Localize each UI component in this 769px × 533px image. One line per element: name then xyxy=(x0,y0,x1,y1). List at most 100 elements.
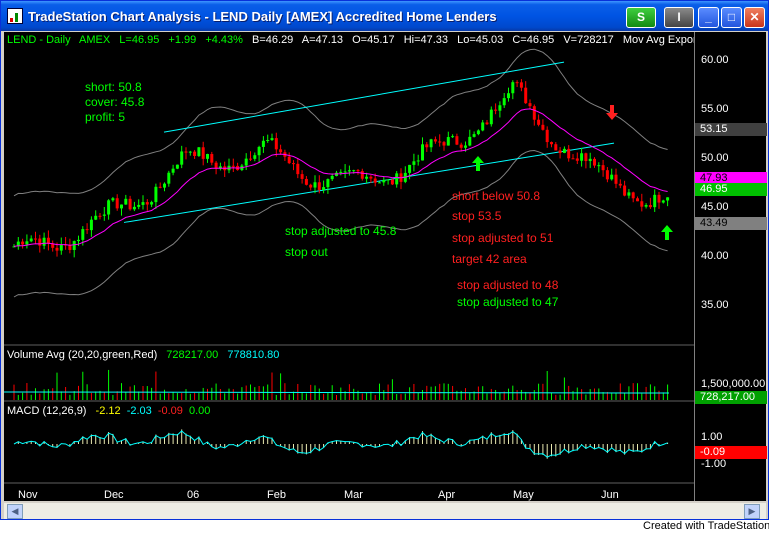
candle-body xyxy=(640,201,644,207)
volume-value-1: 728217.00 xyxy=(166,349,219,361)
price-tick-45: 45.00 xyxy=(701,201,729,213)
price-marker-last: 46.95 xyxy=(695,183,767,196)
note-stop-out: stop out xyxy=(285,245,328,259)
candle-body xyxy=(507,93,510,99)
candle-body xyxy=(562,148,566,153)
candle-body xyxy=(137,204,141,207)
candle-body xyxy=(25,241,29,245)
candle-body xyxy=(545,129,549,143)
candle-body xyxy=(313,182,317,188)
channel-upper-line xyxy=(163,61,565,133)
candle-body xyxy=(421,144,424,161)
candle-body xyxy=(580,153,584,161)
candle-body xyxy=(446,137,450,146)
minimize-button[interactable]: _ xyxy=(698,7,719,28)
candle-body xyxy=(614,174,618,184)
candle-body xyxy=(515,82,519,84)
candle-body xyxy=(524,87,528,104)
candle-body xyxy=(77,239,80,242)
candle-body xyxy=(636,198,639,202)
price-tick-50: 50.00 xyxy=(701,152,729,164)
month-label-feb: Feb xyxy=(267,489,286,501)
scroll-left-icon[interactable]: ◀ xyxy=(7,504,23,519)
cover-up-arrow-icon xyxy=(661,225,673,240)
candle-body xyxy=(373,178,377,183)
macd-value-3: -0.09 xyxy=(157,405,183,417)
candle-body xyxy=(81,229,85,240)
candle-body xyxy=(382,179,386,183)
note-short: short: 50.8 xyxy=(85,80,142,94)
header-low: Lo=45.03 xyxy=(457,34,504,46)
candle-body xyxy=(266,139,270,141)
candle-body xyxy=(12,246,16,248)
candle-body xyxy=(451,136,455,138)
price-marker-upper-band: 53.15 xyxy=(695,123,767,136)
candle-body xyxy=(631,192,635,199)
candle-body xyxy=(648,205,652,208)
candle-body xyxy=(442,142,446,146)
volume-value-2: 778810.80 xyxy=(227,349,280,361)
header-bid: B=46.29 xyxy=(252,34,294,46)
note-short-below: short below 50.8 xyxy=(452,189,541,203)
candle-body xyxy=(59,244,63,251)
candle-body xyxy=(541,124,545,130)
candle-body xyxy=(16,241,20,247)
s-menu-button[interactable]: S xyxy=(626,7,656,28)
candle-body xyxy=(115,198,119,209)
i-menu-button[interactable]: I xyxy=(664,7,694,28)
candle-body xyxy=(94,215,98,220)
horizontal-scrollbar[interactable]: ◀ ▶ xyxy=(4,502,766,519)
candle-body xyxy=(468,136,472,146)
price-tick-55: 55.00 xyxy=(701,103,729,115)
candle-body xyxy=(309,184,313,188)
candle-body xyxy=(618,183,622,186)
month-label-jun: Jun xyxy=(601,489,619,501)
candle-body xyxy=(429,139,433,148)
candle-body xyxy=(107,200,111,215)
candle-body xyxy=(201,147,205,159)
candle-body xyxy=(120,204,123,209)
candle-body xyxy=(261,140,265,147)
header-ask: A=47.13 xyxy=(301,34,344,46)
candle-body xyxy=(511,82,515,94)
price-tick-40: 40.00 xyxy=(701,250,729,262)
candle-body xyxy=(390,179,394,185)
candle-body xyxy=(193,151,197,156)
candle-body xyxy=(231,165,235,167)
volume-axis-top: 1,500,000.00 xyxy=(701,378,766,390)
candle-body xyxy=(472,134,476,137)
candle-body xyxy=(55,247,59,251)
chart-window: TradeStation Chart Analysis - LEND Daily… xyxy=(0,0,769,520)
price-tick-60: 60.00 xyxy=(701,54,729,66)
volume-label: Volume Avg (20,20,green,Red) xyxy=(7,349,158,361)
candle-body xyxy=(356,170,360,172)
macd-axis-box: -0.09 xyxy=(695,446,767,459)
title-bar[interactable]: TradeStation Chart Analysis - LEND Daily… xyxy=(1,1,768,31)
candle-body xyxy=(175,164,179,169)
candle-body xyxy=(438,141,442,143)
note-stop-adjusted-51: stop adjusted to 51 xyxy=(452,231,554,245)
note-stop-adjusted-45-8: stop adjusted to 45.8 xyxy=(285,224,397,238)
candle-body xyxy=(296,163,300,175)
candle-body xyxy=(558,150,562,153)
close-button[interactable]: ✕ xyxy=(744,7,765,28)
note-target: target 42 area xyxy=(452,252,527,266)
header-last: L=46.95 xyxy=(119,34,160,46)
candle-body xyxy=(644,205,648,207)
chart-area[interactable]: LEND - Daily AMEX L=46.95 +1.99 +4.43% B… xyxy=(4,32,744,501)
candle-body xyxy=(601,165,605,171)
candle-body xyxy=(167,172,171,184)
candle-body xyxy=(128,198,132,210)
candle-body xyxy=(21,241,25,245)
scroll-right-icon[interactable]: ▶ xyxy=(744,504,760,519)
candle-body xyxy=(623,185,627,196)
price-axis[interactable]: 60.00 55.00 50.00 45.00 40.00 35.00 53.1… xyxy=(694,32,767,501)
price-marker-ema: 47.93 xyxy=(695,172,767,185)
candle-body xyxy=(365,176,369,179)
candle-body xyxy=(46,237,50,244)
entry-up-arrow-icon xyxy=(472,156,484,171)
maximize-button[interactable]: □ xyxy=(721,7,742,28)
candle-body xyxy=(124,198,128,205)
candle-body xyxy=(519,82,523,88)
candle-body xyxy=(98,215,102,217)
